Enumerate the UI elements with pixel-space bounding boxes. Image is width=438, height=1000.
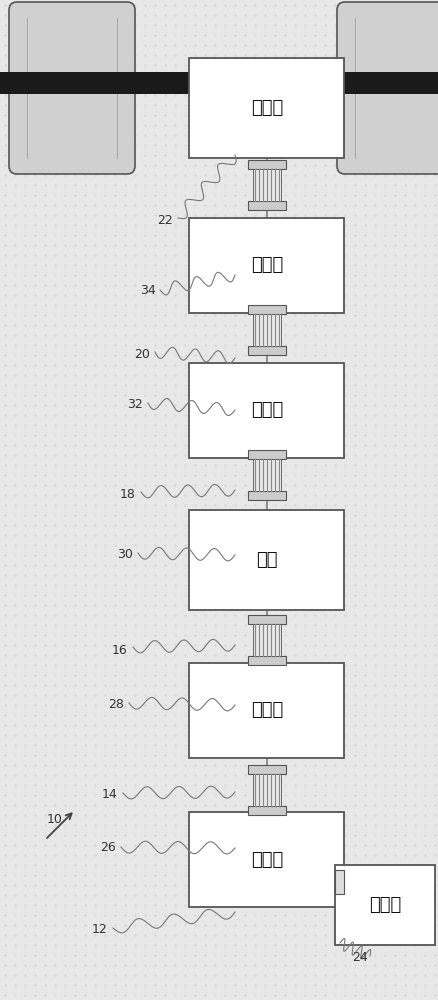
Text: 24: 24 (351, 951, 367, 964)
Text: 22: 22 (157, 214, 173, 227)
Text: 变换器: 变换器 (250, 256, 283, 274)
Text: 30: 30 (117, 548, 133, 562)
Bar (247, 491, 285, 500)
Bar (189, 218, 344, 312)
Bar (252, 459, 281, 491)
Bar (334, 870, 344, 894)
Text: 14: 14 (102, 788, 118, 801)
Bar (247, 765, 285, 774)
Text: 32: 32 (127, 398, 142, 412)
Bar (252, 169, 281, 201)
Text: 电动机: 电动机 (250, 99, 283, 117)
Text: 16: 16 (112, 644, 127, 656)
Bar (334, 865, 434, 945)
Bar (252, 624, 281, 656)
Bar (252, 774, 281, 806)
Text: 变换器: 变换器 (250, 701, 283, 719)
Text: 电池: 电池 (256, 551, 277, 569)
Bar (0, 72, 438, 94)
Bar (189, 812, 344, 907)
Bar (252, 314, 281, 346)
Text: 26: 26 (100, 841, 116, 854)
Bar (189, 58, 344, 158)
Bar (247, 806, 285, 815)
FancyBboxPatch shape (9, 2, 135, 174)
Text: 20: 20 (134, 349, 150, 361)
Bar (189, 510, 344, 610)
Text: 发电机: 发电机 (250, 851, 283, 869)
Bar (189, 662, 344, 758)
FancyBboxPatch shape (336, 2, 438, 174)
Text: 配电箱: 配电箱 (250, 401, 283, 419)
Text: 发动机: 发动机 (368, 896, 400, 914)
Bar (247, 201, 285, 210)
Bar (247, 615, 285, 624)
Bar (247, 450, 285, 459)
Bar (247, 656, 285, 665)
Text: 34: 34 (140, 284, 155, 296)
Bar (247, 305, 285, 314)
Bar (247, 160, 285, 169)
Text: 12: 12 (92, 923, 108, 936)
Text: 18: 18 (120, 488, 136, 502)
Text: 28: 28 (108, 698, 124, 712)
Bar (189, 362, 344, 458)
Bar (247, 346, 285, 355)
Text: 10: 10 (47, 813, 63, 826)
